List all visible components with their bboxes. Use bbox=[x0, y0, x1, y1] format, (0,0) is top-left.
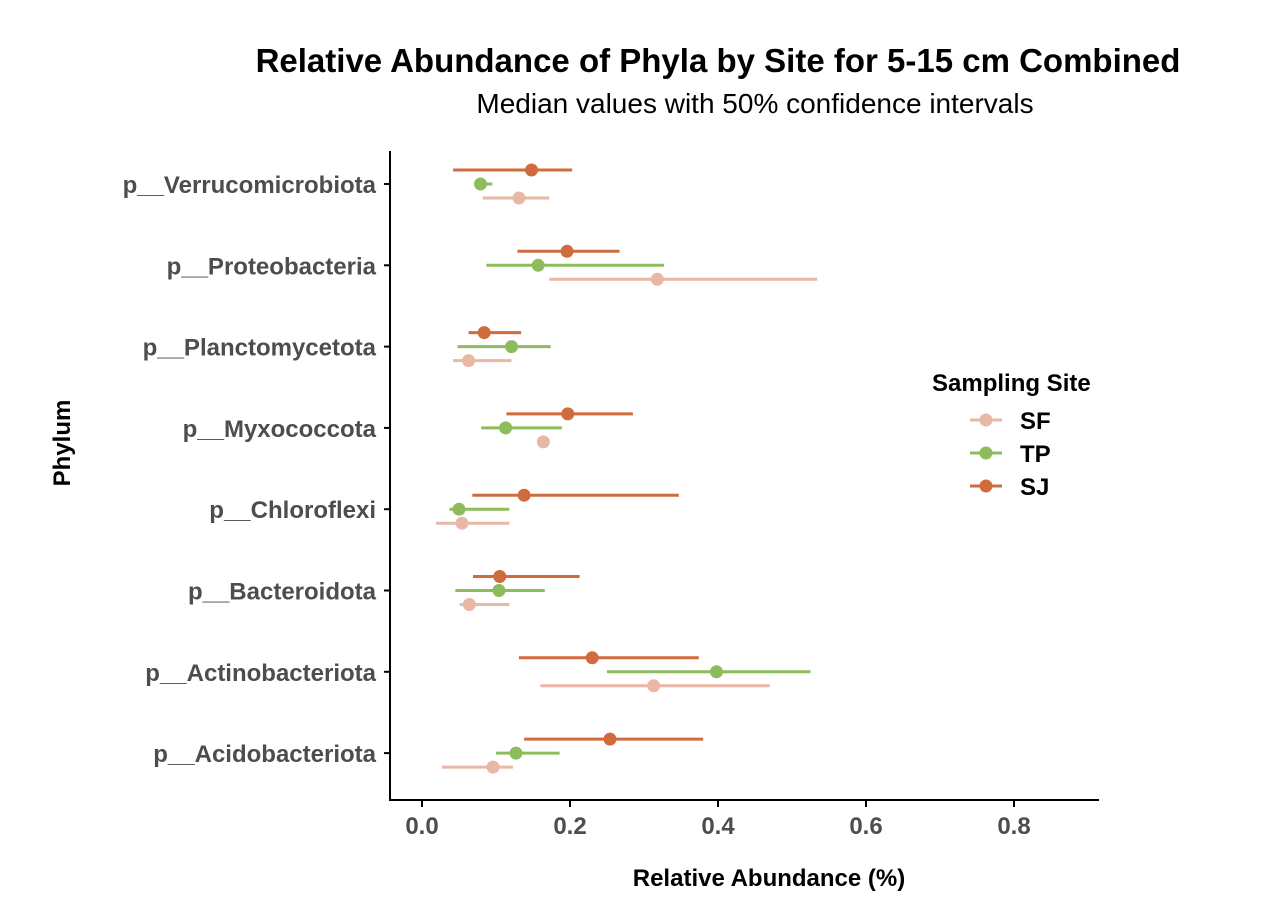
x-tick-label: 0.6 bbox=[849, 813, 882, 840]
legend-item-sj: SJ bbox=[970, 474, 1049, 501]
median-point bbox=[650, 272, 664, 286]
legend-key-point bbox=[979, 479, 993, 493]
median-point bbox=[561, 407, 575, 421]
median-point bbox=[710, 665, 724, 679]
y-axis-ticks: p__Verrucomicrobiota p__Proteobacteria p__… bbox=[123, 172, 390, 768]
x-tick-label: 0.2 bbox=[553, 813, 586, 840]
median-point bbox=[647, 679, 661, 693]
median-point bbox=[452, 502, 466, 516]
x-axis-ticks: 0.0 0.2 0.4 0.6 0.8 bbox=[405, 800, 1031, 840]
legend-key-point bbox=[979, 413, 993, 427]
legend-items: SF TP SJ bbox=[970, 408, 1051, 501]
legend-item-sf: SF bbox=[970, 408, 1051, 435]
y-tick-label: p__Proteobacteria bbox=[167, 253, 377, 280]
series-sf bbox=[436, 191, 818, 774]
median-point bbox=[517, 488, 531, 502]
median-point bbox=[477, 326, 491, 340]
legend-label: SJ bbox=[1020, 474, 1049, 501]
chart-subtitle: Median values with 50% confidence interv… bbox=[476, 88, 1033, 119]
legend-label: SF bbox=[1020, 408, 1051, 435]
chart-marks bbox=[436, 163, 818, 774]
x-tick-label: 0.0 bbox=[405, 813, 438, 840]
median-point bbox=[512, 191, 526, 205]
y-tick-label: p__Actinobacteriota bbox=[145, 660, 376, 687]
x-tick-label: 0.4 bbox=[701, 813, 735, 840]
y-tick-label: p__Planctomycetota bbox=[143, 335, 377, 362]
legend-label: TP bbox=[1020, 441, 1051, 468]
median-point bbox=[505, 340, 519, 354]
median-point bbox=[473, 177, 487, 191]
legend-title: Sampling Site bbox=[932, 370, 1091, 397]
x-tick-label: 0.8 bbox=[997, 813, 1030, 840]
median-point bbox=[509, 746, 523, 760]
median-point bbox=[493, 570, 507, 583]
legend: Sampling Site SF TP SJ bbox=[932, 370, 1091, 501]
series-sj bbox=[453, 163, 704, 746]
x-axis-title: Relative Abundance (%) bbox=[633, 865, 906, 892]
legend-key-point bbox=[979, 446, 993, 460]
median-point bbox=[531, 258, 545, 272]
median-point bbox=[585, 651, 599, 665]
median-point bbox=[603, 732, 617, 746]
median-point bbox=[499, 421, 513, 435]
median-point bbox=[492, 584, 506, 597]
chart-title: Relative Abundance of Phyla by Site for … bbox=[256, 42, 1181, 79]
y-axis-title: Phylum bbox=[49, 400, 76, 487]
y-tick-label: p__Verrucomicrobiota bbox=[123, 172, 377, 199]
median-point bbox=[486, 760, 500, 774]
y-tick-label: p__Bacteroidota bbox=[188, 579, 377, 606]
median-point bbox=[462, 598, 476, 611]
y-tick-label: p__Myxococcota bbox=[183, 416, 377, 443]
legend-item-tp: TP bbox=[970, 441, 1051, 468]
plot-panel: p__Verrucomicrobiota p__Proteobacteria p__… bbox=[123, 151, 1099, 840]
median-point bbox=[536, 435, 550, 449]
series-tp bbox=[449, 177, 811, 760]
median-point bbox=[455, 516, 469, 530]
median-point bbox=[462, 354, 476, 368]
median-point bbox=[525, 163, 539, 177]
y-tick-label: p__Acidobacteriota bbox=[153, 741, 376, 768]
median-point bbox=[560, 244, 574, 258]
y-tick-label: p__Chloroflexi bbox=[209, 497, 376, 524]
